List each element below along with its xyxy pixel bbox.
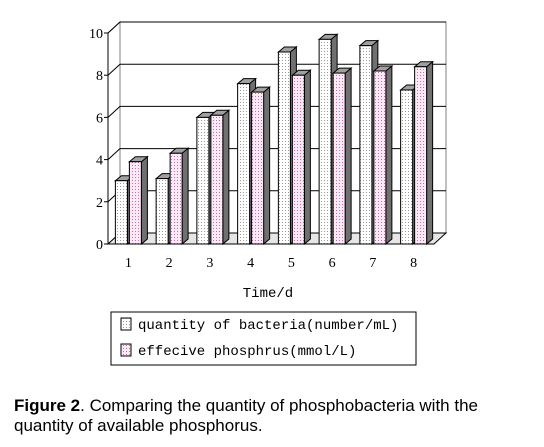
bar-s1 xyxy=(277,51,291,245)
x-tick-label: 4 xyxy=(247,256,254,271)
bar-s1 xyxy=(114,180,128,245)
legend: quantity of bacteria(number/mL) effecive … xyxy=(110,311,417,366)
x-tick-label: 2 xyxy=(166,256,173,271)
x-tick-label: 6 xyxy=(329,256,336,271)
legend-label-s1: quantity of bacteria(number/mL) xyxy=(138,318,398,334)
bar-side-s2 xyxy=(181,147,189,246)
bar-s2 xyxy=(210,114,224,245)
bar-s2 xyxy=(332,72,346,245)
legend-swatch-s2 xyxy=(120,343,132,357)
figure-caption: Figure 2. Comparing the quantity of phos… xyxy=(14,396,539,436)
bar-side-s2 xyxy=(263,86,271,246)
caption-label: Figure 2 xyxy=(14,396,81,415)
bar-s2 xyxy=(291,74,305,245)
caption-text: . Comparing the quantity of phosphobacte… xyxy=(14,396,478,435)
legend-label-s2: effecive phosphrus(mmol/L) xyxy=(138,344,356,360)
bar-side-s2 xyxy=(140,155,148,246)
bar-s2 xyxy=(128,161,142,245)
x-tick-label: 5 xyxy=(288,256,295,271)
bar-side-s2 xyxy=(222,109,230,246)
bar-s1 xyxy=(196,116,210,245)
y-tick-label: 4 xyxy=(96,154,103,169)
x-tick-label: 7 xyxy=(369,256,376,271)
bar-s2 xyxy=(251,91,265,245)
y-tick-label: 8 xyxy=(96,69,103,84)
bar-s1 xyxy=(237,83,251,245)
bar-side-s2 xyxy=(385,64,393,246)
bar-s2 xyxy=(169,152,183,245)
x-tick-label: 1 xyxy=(125,256,132,271)
legend-box xyxy=(110,311,417,366)
bar-s2 xyxy=(414,66,428,245)
bar-s1 xyxy=(155,178,169,245)
x-tick-label: 3 xyxy=(206,256,213,271)
bar-s1 xyxy=(400,89,414,245)
bar-s1 xyxy=(318,38,332,245)
y-tick-label: 0 xyxy=(96,238,103,253)
x-tick-label: 8 xyxy=(410,256,417,271)
legend-swatch-s1 xyxy=(120,317,132,331)
y-tick-label: 2 xyxy=(96,196,103,211)
bar-side-s2 xyxy=(426,60,434,246)
y-tick-label: 10 xyxy=(89,27,103,42)
bar-s1 xyxy=(359,45,373,245)
x-axis-title: Time/d xyxy=(243,286,293,302)
bar-side-s2 xyxy=(303,69,311,246)
y-tick-label: 6 xyxy=(96,111,103,126)
bar-s2 xyxy=(373,70,387,245)
gridline xyxy=(107,21,446,34)
bar-side-s2 xyxy=(344,67,352,246)
